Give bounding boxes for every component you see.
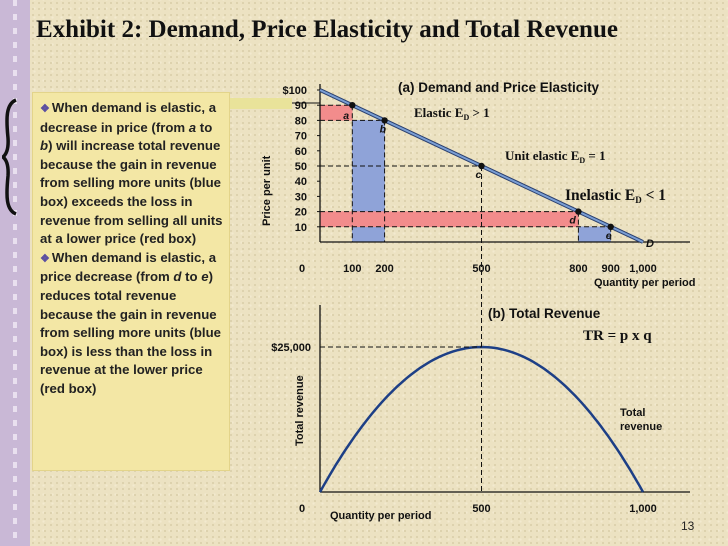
loss-box-inelastic [319,211,579,228]
inelastic-annotation: Inelastic ED < 1 [565,187,666,205]
point-b [381,117,388,124]
note-text: to [196,119,213,135]
panel-b-x-tick: 1,000 [629,503,657,515]
x-tick-label: 800 [569,263,587,275]
x-tick-label: 500 [472,263,490,275]
y-tick-label: 10 [295,222,307,234]
decorative-side-strip [0,0,30,546]
panel-a-xlabel: Quantity per period [594,277,695,289]
panel-b-xlabel: Quantity per period [330,510,431,522]
page-title: Exhibit 2: Demand, Price Elasticity and … [36,16,618,43]
panel-b-x-tick: 500 [472,503,490,515]
page-number: 13 [681,519,695,533]
note-paragraph-1: ❖ When demand is elastic, a decrease in p… [40,99,224,249]
explanation-note: ❖ When demand is elastic, a decrease in p… [32,92,230,471]
y-tick-label: 20 [295,207,307,219]
point-d [575,208,582,215]
point-label-d: d [569,215,576,227]
strip-stitching [13,0,17,546]
bracket-decoration [2,98,17,216]
panel-a-title: (a) Demand and Price Elasticity [398,80,600,95]
x-tick-label: 0 [299,263,305,275]
note-text: ) reduces total revenue because the gain… [40,269,221,396]
point-label-e: e [606,230,612,242]
x-tick-label: 900 [602,263,620,275]
bullet-icon: ❖ [40,103,50,115]
elastic-annotation: Elastic ED > 1 [414,105,490,122]
unit-elastic-annotation: Unit elastic ED = 1 [505,148,606,165]
y-tick-label: 40 [295,176,307,188]
y-tick-label: 90 [295,100,307,112]
point-label: d [173,269,182,285]
point-e [607,223,614,230]
point-label: e [201,269,209,285]
note-text: to [181,269,202,285]
y-tick-label: $100 [283,85,307,97]
y-tick-label: 70 [295,131,307,143]
y-tick-label: 60 [295,146,307,158]
point-label: b [40,138,49,154]
panel-b-y-tick: $25,000 [271,342,311,354]
note-text: When demand is elastic, a decrease in pr… [40,100,217,135]
panel-b-ylabel: Total revenue [294,375,306,446]
note-text: When demand is elastic, a price decrease… [40,249,217,285]
demand-curve-label: D [646,238,654,250]
note-text: ) will increase total revenue because th… [40,138,223,247]
note-paragraph-2: ❖ When demand is elastic, a price decreas… [40,249,224,399]
tr-formula: TR = p x q [583,328,652,344]
connector-band [230,98,292,109]
point-label: a [188,119,197,135]
y-tick-label: 80 [295,115,307,127]
tr-curve-label-2: revenue [620,421,662,433]
bullet-icon: ❖ [40,252,50,265]
tr-curve-label-1: Total [620,407,645,419]
panel-b-x-tick: 0 [299,503,305,515]
panel-b-title: (b) Total Revenue [488,306,601,321]
x-tick-label: 100 [343,263,361,275]
y-tick-label: 50 [295,161,307,173]
x-tick-label: 200 [375,263,393,275]
point-label-c: c [476,169,482,181]
point-a [349,102,356,109]
point-label-a: a [343,110,349,122]
y-tick-label: 30 [295,191,307,203]
point-label-b: b [380,123,387,135]
panel-a-ylabel: Price per unit [261,155,273,226]
x-tick-label: 1,000 [629,263,657,275]
